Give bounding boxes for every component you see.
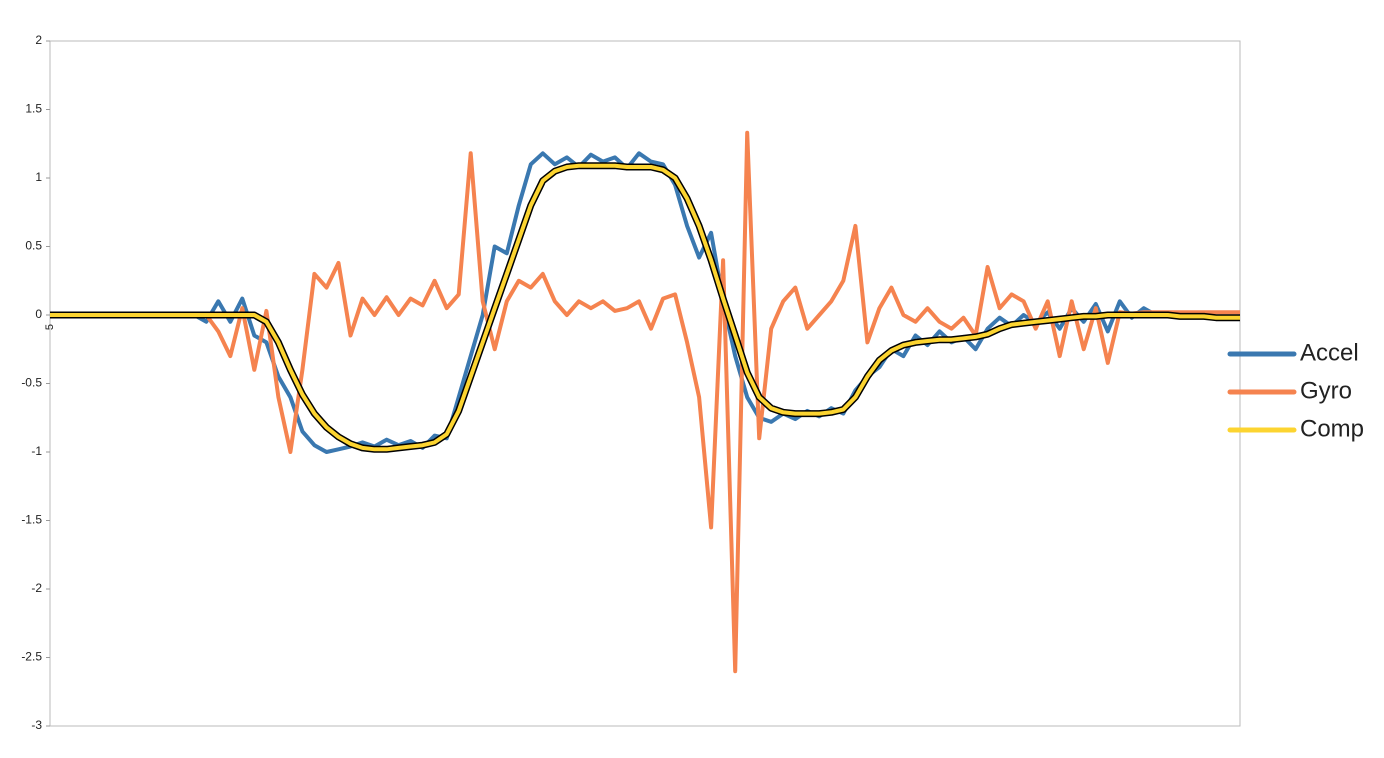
y-tick-label: -2 — [31, 581, 42, 595]
y-tick-label: -2.5 — [21, 650, 42, 664]
line — [50, 151, 1240, 454]
line — [50, 130, 1240, 674]
y-tick-label: 0 — [35, 307, 42, 321]
legend-label: Comp — [1300, 415, 1364, 442]
legend-label: Gyro — [1300, 377, 1352, 404]
y-tick-label: 0.5 — [25, 239, 42, 253]
y-tick-label: 1.5 — [25, 102, 42, 116]
y-tick-label: -1 — [31, 444, 42, 458]
plot-frame — [49, 40, 1241, 727]
x-tick-label: 5 — [44, 324, 56, 330]
y-tick-label: -3 — [31, 718, 42, 732]
y-tick-label: 1 — [35, 170, 42, 184]
y-tick-label: 2 — [35, 33, 42, 47]
legend-label: Accel — [1300, 339, 1359, 366]
y-tick-label: -1.5 — [21, 513, 42, 527]
line-outline — [50, 162, 1240, 453]
y-tick-label: -0.5 — [21, 376, 42, 390]
line — [50, 163, 1240, 452]
